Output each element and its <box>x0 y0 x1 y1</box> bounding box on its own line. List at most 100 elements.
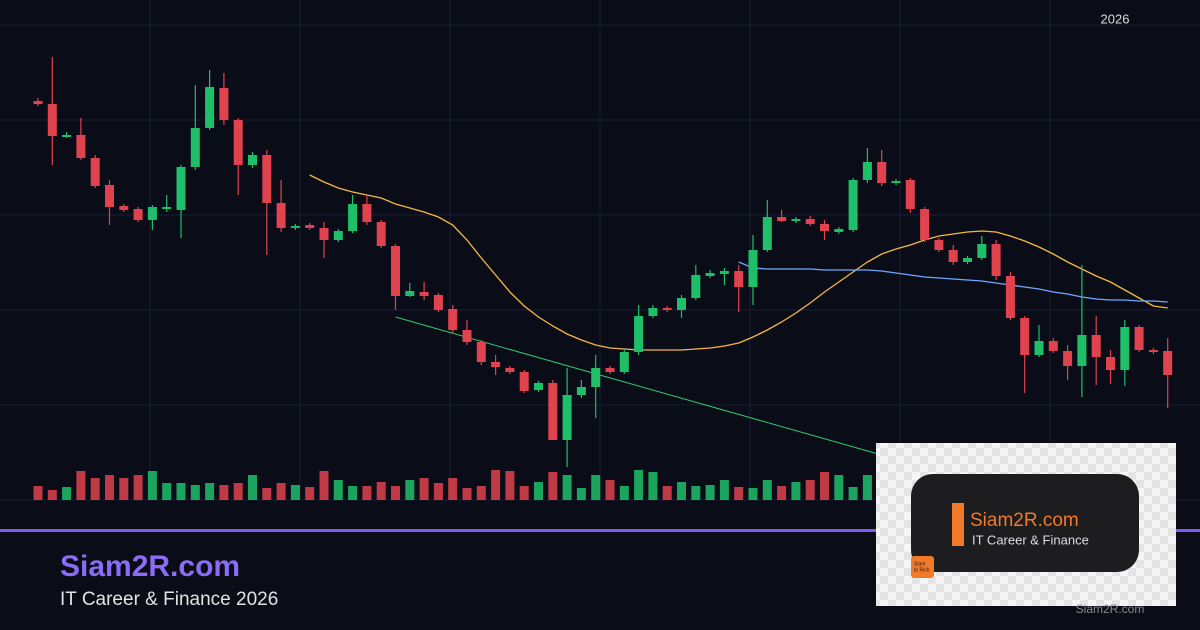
candle-body <box>33 101 43 104</box>
candle-body <box>333 231 343 240</box>
candle-body <box>90 158 100 186</box>
logo-inset: Siam2R.com IT Career & Finance Siam to R… <box>876 443 1176 606</box>
volume-bar <box>333 480 343 500</box>
volume-bar <box>62 487 72 500</box>
volume-bar <box>605 480 615 500</box>
candle-body <box>219 88 229 120</box>
volume-bar <box>147 471 157 500</box>
candle-body <box>820 224 829 231</box>
volume-bar <box>691 486 701 500</box>
volume-bar <box>248 475 257 500</box>
candle-body <box>1134 327 1144 350</box>
volume-bar <box>619 486 629 500</box>
candle-body <box>634 316 644 352</box>
candle-body <box>777 217 787 221</box>
volume-bar <box>262 488 272 500</box>
candle-body <box>748 250 758 287</box>
candle-body <box>691 275 701 298</box>
footer: Siam2R.com <box>1076 602 1145 616</box>
moving-average <box>309 174 1168 351</box>
candle-body <box>719 271 729 274</box>
candle-body <box>805 219 815 224</box>
volume-bar <box>777 486 787 500</box>
volume-bar <box>734 487 744 500</box>
candle-body <box>119 206 129 210</box>
volume-bar <box>762 480 772 500</box>
candle-body <box>1091 335 1101 357</box>
volume-bar <box>290 485 300 500</box>
volume-bar <box>862 475 872 500</box>
candle-body <box>648 308 658 316</box>
volume-bar <box>76 471 86 500</box>
candle-body <box>534 383 543 390</box>
logo-bar <box>952 503 964 546</box>
volume-bar <box>648 472 658 500</box>
volume-bar <box>505 471 515 500</box>
volume-bar <box>376 482 386 500</box>
volume-bar <box>348 486 358 500</box>
volume-bar <box>47 490 57 500</box>
brand-subtitle: IT Career & Finance 2026 <box>60 589 278 610</box>
logo-text: Siam <box>914 561 925 567</box>
candle-body <box>977 244 987 258</box>
candle-body <box>176 167 186 210</box>
volume-bar <box>562 475 572 500</box>
card-title: Siam2R.com <box>970 510 1079 531</box>
candle-body <box>505 368 515 372</box>
brand-title: Siam2R.com <box>60 550 240 583</box>
candle-body <box>462 330 472 342</box>
volume-bar <box>548 472 558 500</box>
volume-bar <box>90 478 100 500</box>
volume-bar <box>448 478 458 500</box>
logo-badge <box>911 556 934 578</box>
volume-bar <box>162 483 172 500</box>
candle-body <box>105 185 114 207</box>
candle-body <box>419 292 429 296</box>
volume-bar <box>462 488 472 500</box>
candle-body <box>305 225 315 228</box>
candle-body <box>1106 357 1115 370</box>
candle-body <box>1048 341 1058 351</box>
candle-body <box>834 229 844 232</box>
volume-bar <box>591 475 601 500</box>
candle-body <box>133 209 143 220</box>
volume-bar <box>476 486 486 500</box>
volume-bar <box>834 475 844 500</box>
divider <box>0 529 1200 532</box>
candle-body <box>376 222 386 246</box>
volume-bar <box>820 472 829 500</box>
candle-body <box>605 368 615 372</box>
volume-bar <box>576 488 586 500</box>
card-subtitle: IT Career & Finance <box>972 532 1089 547</box>
candle-body <box>205 87 215 128</box>
candle-body <box>705 273 715 276</box>
volume-bar <box>677 482 686 500</box>
volume-bar <box>119 478 129 500</box>
volume-bar <box>405 480 415 500</box>
candle-body <box>491 362 501 367</box>
volume-bar <box>805 480 815 500</box>
volume-bar <box>662 486 672 500</box>
candle-body <box>362 204 372 222</box>
candle-body <box>591 368 601 387</box>
candle-body <box>891 181 901 183</box>
candle-body <box>934 240 944 250</box>
logo-text: to Rich <box>914 567 930 573</box>
candle-body <box>619 352 629 372</box>
candle-body <box>848 180 858 230</box>
candle-body <box>662 308 672 310</box>
candle-body <box>791 219 801 221</box>
candle-body <box>519 372 529 391</box>
candle-body <box>47 104 57 136</box>
candle-body <box>548 383 558 440</box>
volume-bar <box>419 478 429 500</box>
period-label: 2026 <box>1101 11 1130 26</box>
volume-bar <box>176 483 186 500</box>
volume-bar <box>519 486 529 500</box>
candle-body <box>248 155 257 165</box>
candle-body <box>1163 351 1173 375</box>
candle-body <box>762 217 772 250</box>
time-grid <box>149 0 1051 500</box>
candle-body <box>233 120 243 165</box>
